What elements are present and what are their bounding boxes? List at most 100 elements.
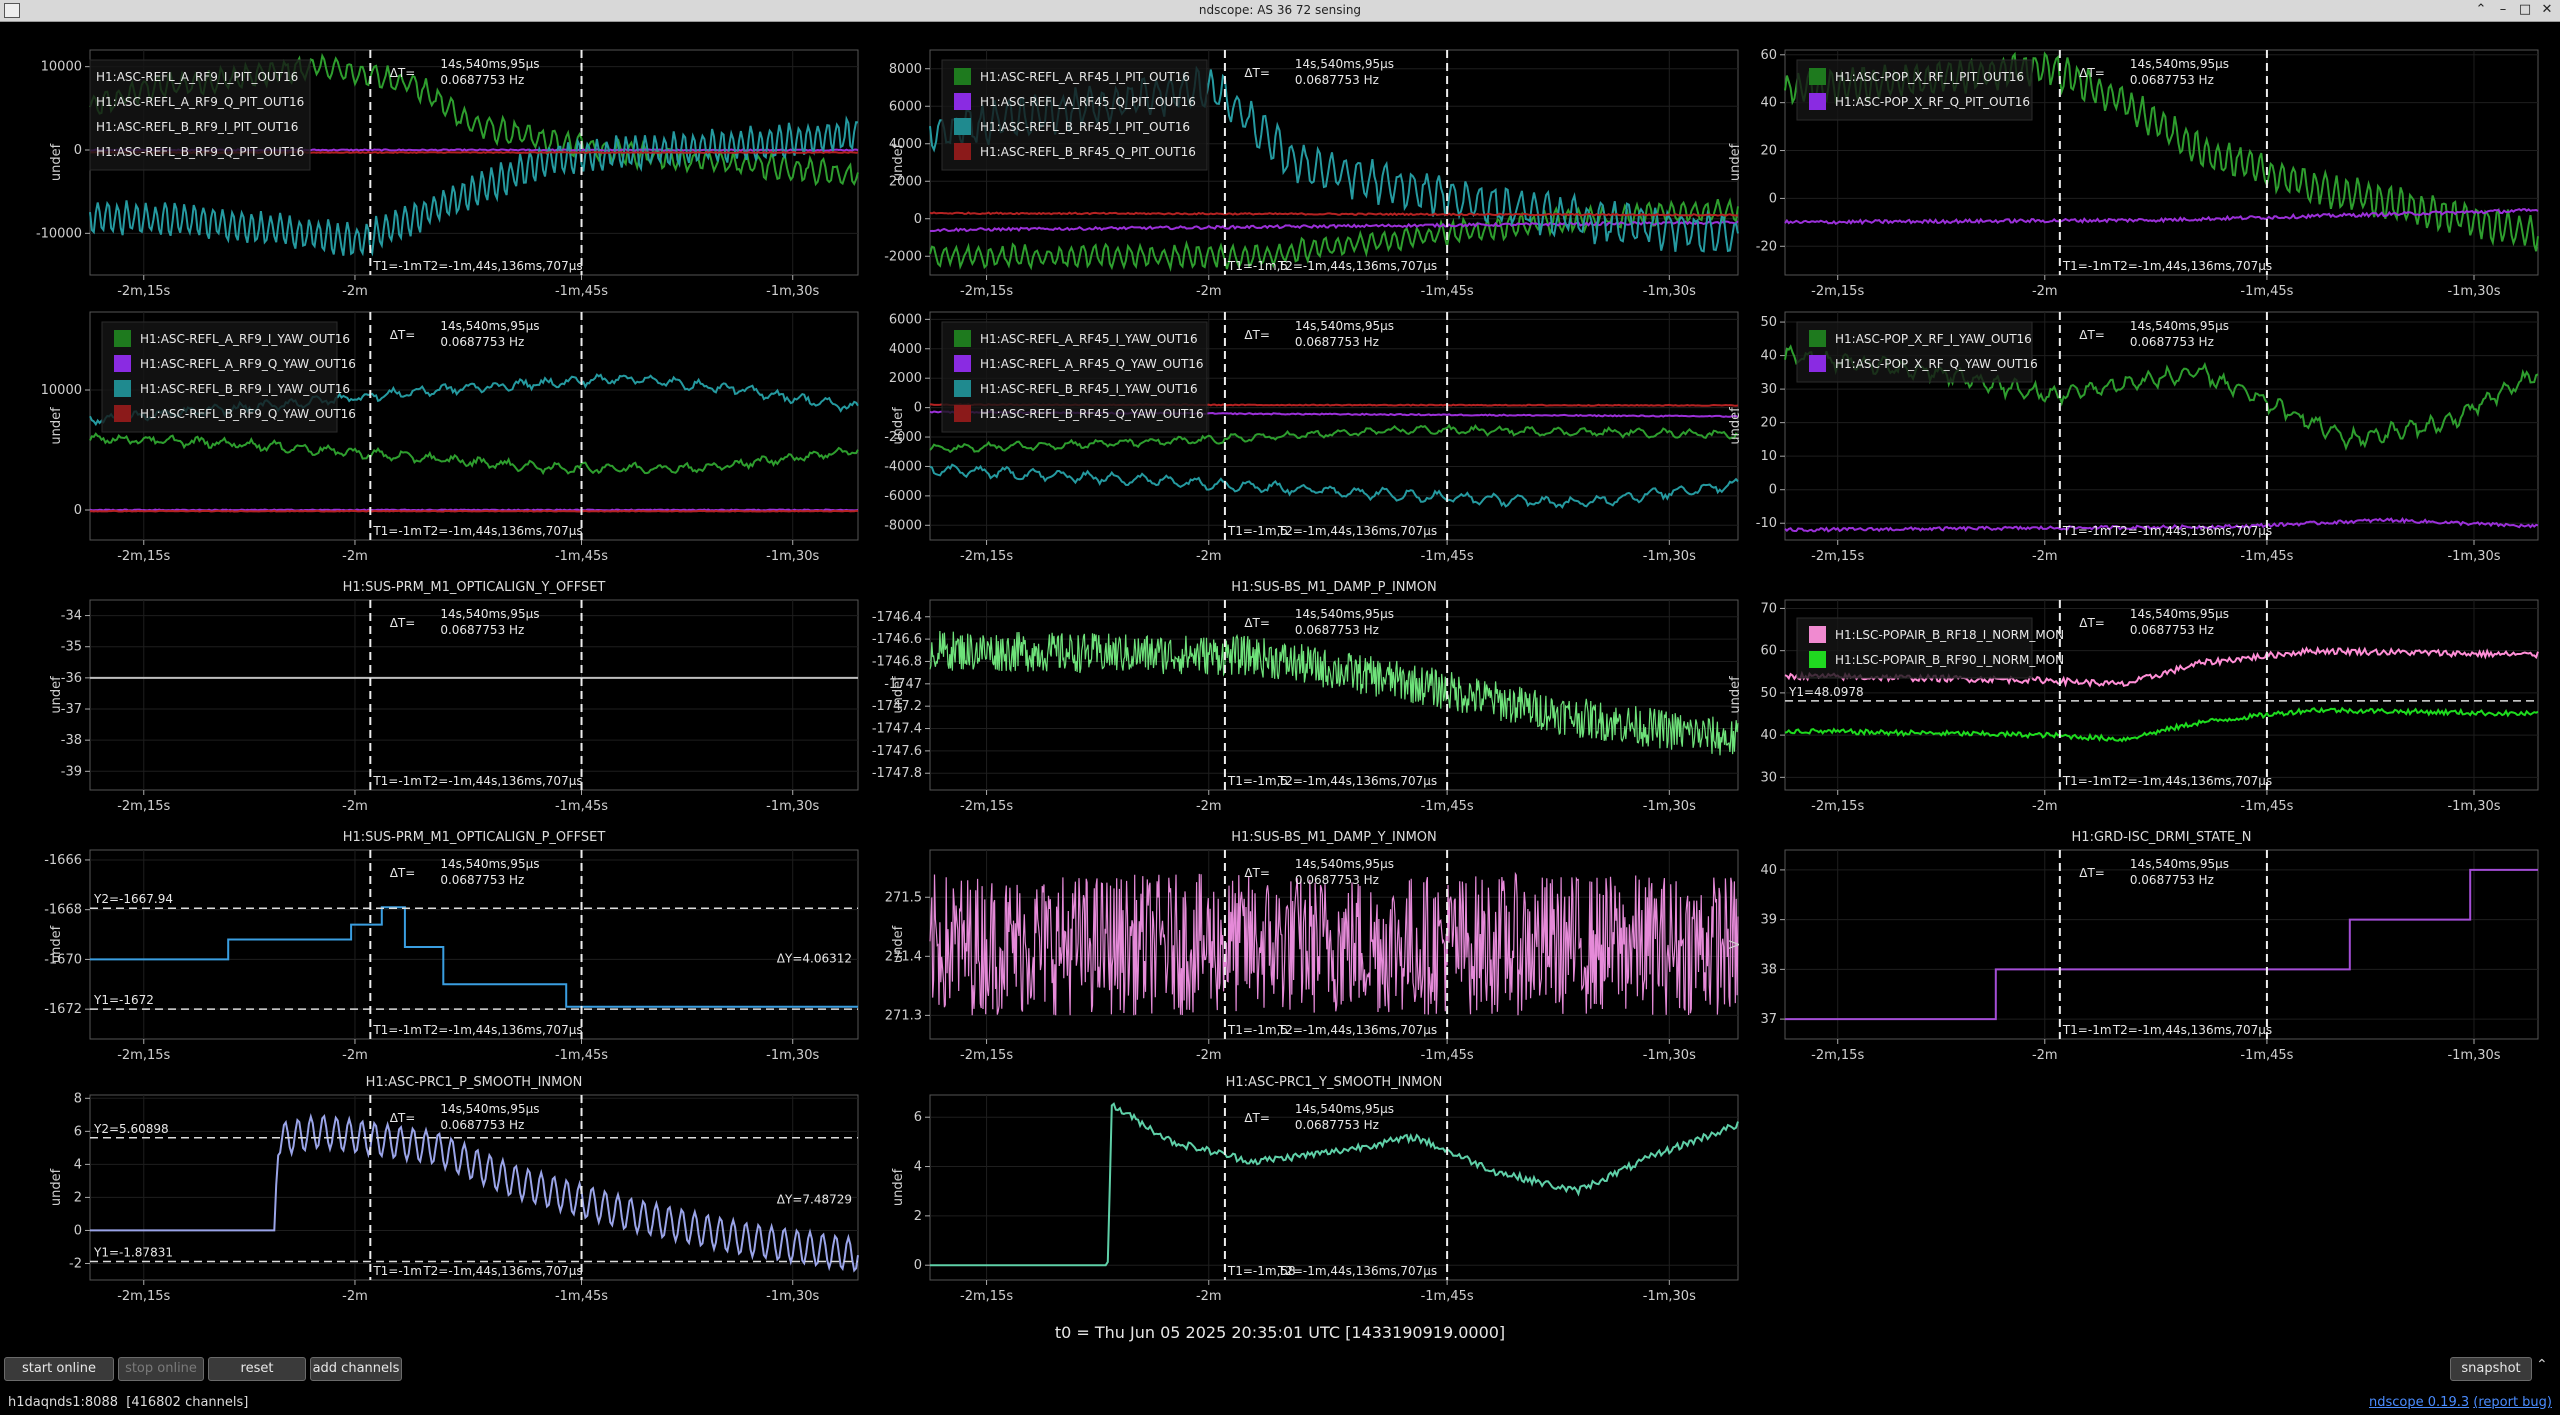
delta-t-label: ΔT= <box>2079 616 2105 630</box>
y-axis-label: undef <box>1728 407 1743 445</box>
plot-panel[interactable]: 50 40 30 20 10 0 -10 -2m,15s -2m -1m,45s -1m,30s un… <box>1728 311 2539 564</box>
legend-swatch <box>954 405 971 422</box>
version-link[interactable]: ndscope 0.19.3 <box>2369 1395 2470 1410</box>
y-cursor-label: Y2=5.60898 <box>93 1122 169 1136</box>
x-tick-label: -1m,30s <box>1643 1289 1696 1304</box>
y-tick-label: 30 <box>1760 382 1777 397</box>
status-bar: h1daqnds1:8088 [416802 channels] <box>8 1395 248 1410</box>
snapshot-button[interactable]: snapshot <box>2450 1357 2532 1381</box>
x-tick-label: -1m,45s <box>2240 799 2293 814</box>
legend[interactable]: H1:ASC-REFL_A_RF45_I_YAW_OUT16 H1:ASC-REF… <box>941 321 1208 433</box>
legend-item-label: H1:ASC-REFL_A_RF45_I_YAW_OUT16 <box>980 332 1198 346</box>
legend[interactable]: H1:ASC-POP_X_RF_I_PIT_OUT16 H1:ASC-POP_X_… <box>1796 59 2033 121</box>
y-axis-label: V <box>1728 940 1743 949</box>
plot-panel[interactable]: 6000 4000 2000 0 -2000 -4000 -6000 -8000 -2m,15s… <box>884 311 1739 564</box>
legend[interactable]: H1:ASC-REFL_A_RF9_I_YAW_OUT16 H1:ASC-REFL… <box>101 321 356 433</box>
y-tick-label: 50 <box>1760 686 1777 701</box>
y-tick-label: 0 <box>74 1223 82 1238</box>
y-tick-label: 4000 <box>889 137 922 152</box>
step-line <box>1785 868 2538 1021</box>
plot-panel[interactable]: -1666 -1668 -1670 -1672 -2m,15s -2m -1m,45s -1m… <box>44 830 859 1063</box>
plot-area[interactable] <box>929 1094 1739 1281</box>
minimize-icon[interactable]: – <box>2499 2 2507 17</box>
t1-cursor-label: T1=-1m <box>2062 1023 2112 1037</box>
t2-cursor-label: T2=-1m,44s,136ms,707μs <box>422 1264 582 1278</box>
plot-panel[interactable]: 10000 0 -2m,15s -2m -1m,45s -1m,30s undef ΔT= 14… <box>41 311 859 564</box>
add-channels-button[interactable]: add channels <box>310 1357 402 1381</box>
y-axis-label: undef <box>891 925 906 963</box>
x-tick-label: -2m <box>342 1289 368 1304</box>
legend-swatch <box>1809 355 1826 372</box>
legend-item-label: H1:ASC-REFL_B_RF9_Q_YAW_OUT16 <box>140 407 356 421</box>
x-tick-label: -1m,30s <box>766 1289 819 1304</box>
plot-panel[interactable]: 271.5 271.4 271.3 -2m,15s -2m -1m,45s -1m,30s u… <box>885 830 1739 1063</box>
legend-swatch <box>114 405 131 422</box>
y-tick-label: 0 <box>1769 191 1777 206</box>
chevron-up-icon[interactable]: ⌃ <box>2536 1357 2548 1373</box>
y-tick-label: 2 <box>74 1190 82 1205</box>
legend-swatch <box>1809 330 1826 347</box>
legend-swatch <box>1809 626 1826 643</box>
plot-area[interactable] <box>1784 849 2539 1040</box>
nds-host: h1daqnds1:8088 <box>8 1395 118 1410</box>
y-tick-label: 8000 <box>889 62 922 77</box>
maximize-icon[interactable]: □ <box>2518 2 2532 17</box>
x-tick-label: -2m <box>342 284 368 299</box>
plot-area[interactable] <box>929 599 1739 791</box>
series-line <box>89 432 859 476</box>
x-tick-label: -2m,15s <box>960 549 1013 564</box>
legend[interactable]: H1:ASC-REFL_A_RF9_I_PIT_OUT16 H1:ASC-REFL… <box>89 59 311 171</box>
t1-cursor-label: T1=-1m <box>372 1023 422 1037</box>
x-tick-label: -2m,15s <box>1811 549 1864 564</box>
plot-panel[interactable]: 8000 6000 4000 2000 0 -2000 -2m,15s -2m -1m,45s -… <box>884 49 1739 299</box>
start-online-button[interactable]: start online <box>4 1357 114 1381</box>
y-tick-label: -1670 <box>44 952 82 967</box>
t1-cursor-label: T1=-1m <box>2062 259 2112 273</box>
chevron-up-icon[interactable]: ⌃ <box>2475 2 2487 17</box>
plot-panel[interactable]: 70 60 50 40 30 -2m,15s -2m -1m,45s -1m,30s undef Y… <box>1728 599 2539 814</box>
t2-cursor-label: T2=-1m,44s,136ms,707μs <box>1277 1023 1437 1037</box>
plot-panel[interactable]: 40 39 38 37 -2m,15s -2m -1m,45s -1m,30s V H1:GRD-… <box>1728 830 2539 1063</box>
legend-swatch <box>954 355 971 372</box>
legend[interactable]: H1:ASC-REFL_A_RF45_I_PIT_OUT16 H1:ASC-REF… <box>941 59 1208 171</box>
plot-panel[interactable]: 60 40 20 0 -20 -2m,15s -2m -1m,45s -1m,30s undef Δ… <box>1728 48 2539 299</box>
x-tick-label: -1m,30s <box>1643 799 1696 814</box>
y-tick-label: -1746.6 <box>872 632 922 647</box>
y-axis-label: undef <box>49 407 64 445</box>
y-tick-label: 30 <box>1760 770 1777 785</box>
series-line <box>1784 208 2539 226</box>
plot-panel[interactable]: 6 4 2 0 -2m,15s -2m -1m,45s -1m,30s undef H1:ASC-… <box>891 1075 1739 1304</box>
plot-area[interactable] <box>89 1094 859 1281</box>
x-tick-label: -2m <box>1196 1048 1222 1063</box>
delta-t-label: ΔT= <box>2079 328 2105 342</box>
y-axis-label: undef <box>891 407 906 445</box>
x-tick-label: -1m,30s <box>766 1048 819 1063</box>
delta-t-label: ΔT= <box>1244 1111 1270 1125</box>
delta-t-value: 14s,540ms,95μs <box>1295 319 1394 333</box>
plot-panel[interactable]: 10000 0 -10000 -2m,15s -2m -1m,45s -1m,30s unde… <box>36 49 859 299</box>
x-tick-label: -1m,45s <box>555 1048 608 1063</box>
plot-area[interactable] <box>89 599 859 791</box>
report-bug-link[interactable]: (report bug) <box>2473 1395 2552 1410</box>
plot-panel[interactable]: 8 6 4 2 0 -2 -2m,15s -2m -1m,45s -1m,30s undef H1:A… <box>49 1075 859 1304</box>
x-tick-label: -1m,30s <box>766 799 819 814</box>
y-tick-label: 0 <box>914 401 922 416</box>
plot-panel[interactable]: -1746.4 -1746.6 -1746.8 -1747 -1747.2 -1747.4… <box>872 580 1739 814</box>
legend[interactable]: H1:ASC-POP_X_RF_I_YAW_OUT16 H1:ASC-POP_X_… <box>1796 321 2038 383</box>
stop-online-button[interactable]: stop online <box>118 1357 204 1381</box>
legend-swatch <box>954 143 971 160</box>
x-tick-label: -2m,15s <box>117 1289 170 1304</box>
close-icon[interactable]: ✕ <box>2541 2 2553 17</box>
y-tick-label: 10 <box>1760 449 1777 464</box>
y-tick-label: -20 <box>1756 239 1777 254</box>
legend[interactable]: H1:LSC-POPAIR_B_RF18_I_NORM_MON H1:LSC-PO… <box>1796 617 2064 679</box>
x-tick-label: -2m <box>2032 799 2058 814</box>
y-cursor-label: Y1=-1.87831 <box>93 1245 173 1259</box>
frequency-value: 0.0687753 Hz <box>440 623 524 637</box>
reset-button[interactable]: reset <box>208 1357 306 1381</box>
frequency-value: 0.0687753 Hz <box>440 335 524 349</box>
t1-cursor-label: T1=-1m,5 <box>1227 774 1288 788</box>
plot-panel[interactable]: -34 -35 -36 -37 -38 -39 -2m,15s -2m -1m,45s -1m,3… <box>49 580 859 814</box>
delta-t-value: 14s,540ms,95μs <box>1295 1102 1394 1116</box>
